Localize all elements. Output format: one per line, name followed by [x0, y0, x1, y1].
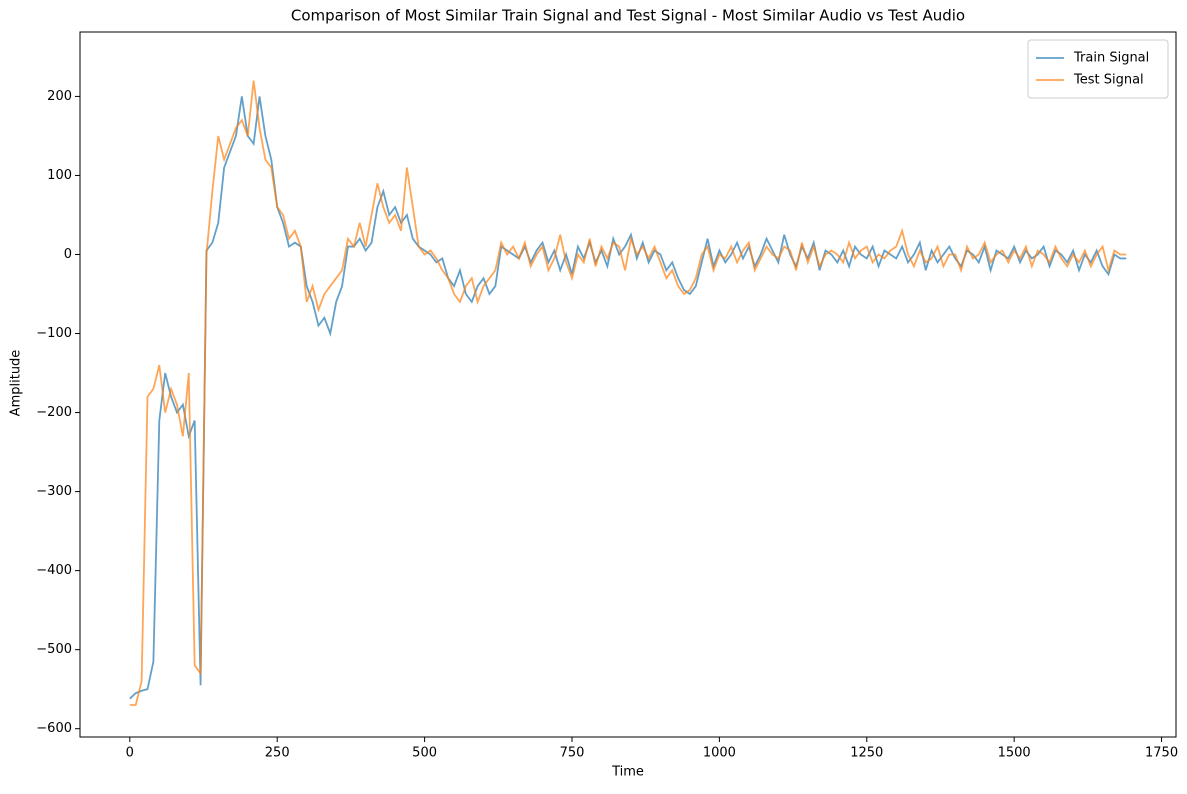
x-tick-label: 750 — [560, 746, 585, 761]
y-tick-label: 200 — [47, 89, 72, 104]
x-tick-label: 0 — [126, 746, 134, 761]
x-tick-label: 250 — [265, 746, 290, 761]
x-tick-label: 500 — [412, 746, 437, 761]
y-tick-label: −400 — [36, 563, 72, 578]
x-tick-label: 1250 — [850, 746, 883, 761]
y-tick-label: −300 — [36, 484, 72, 499]
y-tick-label: −100 — [36, 326, 72, 341]
data-line — [129, 80, 1127, 706]
y-tick-label: −500 — [36, 642, 72, 657]
x-axis-label: Time — [611, 765, 644, 780]
y-tick-label: 0 — [64, 247, 72, 262]
data-line — [129, 96, 1127, 700]
x-tick-label: 1500 — [998, 746, 1031, 761]
y-axis-label: Amplitude — [9, 350, 24, 417]
x-tick-label: 1000 — [703, 746, 736, 761]
chart-title: Comparison of Most Similar Train Signal … — [291, 7, 965, 25]
y-tick-label: 100 — [47, 168, 72, 183]
x-tick-label: 1750 — [1145, 746, 1178, 761]
legend-box — [1027, 39, 1169, 99]
y-tick-label: −200 — [36, 405, 72, 420]
legend-label: Test Signal — [1073, 73, 1144, 88]
y-tick-label: −600 — [36, 721, 72, 736]
legend-label: Train Signal — [1073, 51, 1149, 66]
plot-frame — [79, 31, 1177, 738]
